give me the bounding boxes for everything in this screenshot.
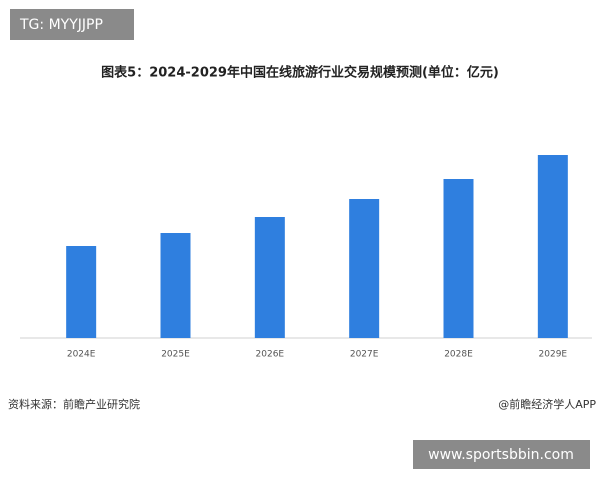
badge-text: TG: MYYJJPP xyxy=(19,17,103,33)
x-tick-label: 2024E xyxy=(67,350,96,360)
bar xyxy=(443,179,474,338)
bar xyxy=(254,217,285,338)
chart-title: 图表5：2024-2029年中国在线旅游行业交易规模预测(单位：亿元) xyxy=(101,65,499,81)
bar xyxy=(66,246,97,338)
credit: @前瞻经济学人APP xyxy=(498,397,596,411)
x-tick-label: 2028E xyxy=(444,350,473,360)
badge xyxy=(10,9,134,40)
x-tick-label: 2025E xyxy=(161,350,190,360)
bar xyxy=(160,233,191,338)
watermark-box xyxy=(413,440,590,469)
bar xyxy=(349,199,380,338)
x-tick-label: 2029E xyxy=(539,350,568,360)
source: 资料来源：前瞻产业研究院 xyxy=(8,397,140,411)
x-tick-label: 2026E xyxy=(256,350,285,360)
bar xyxy=(537,155,568,338)
watermark-text: www.sportsbbin.com xyxy=(428,447,574,463)
x-tick-label: 2027E xyxy=(350,350,379,360)
